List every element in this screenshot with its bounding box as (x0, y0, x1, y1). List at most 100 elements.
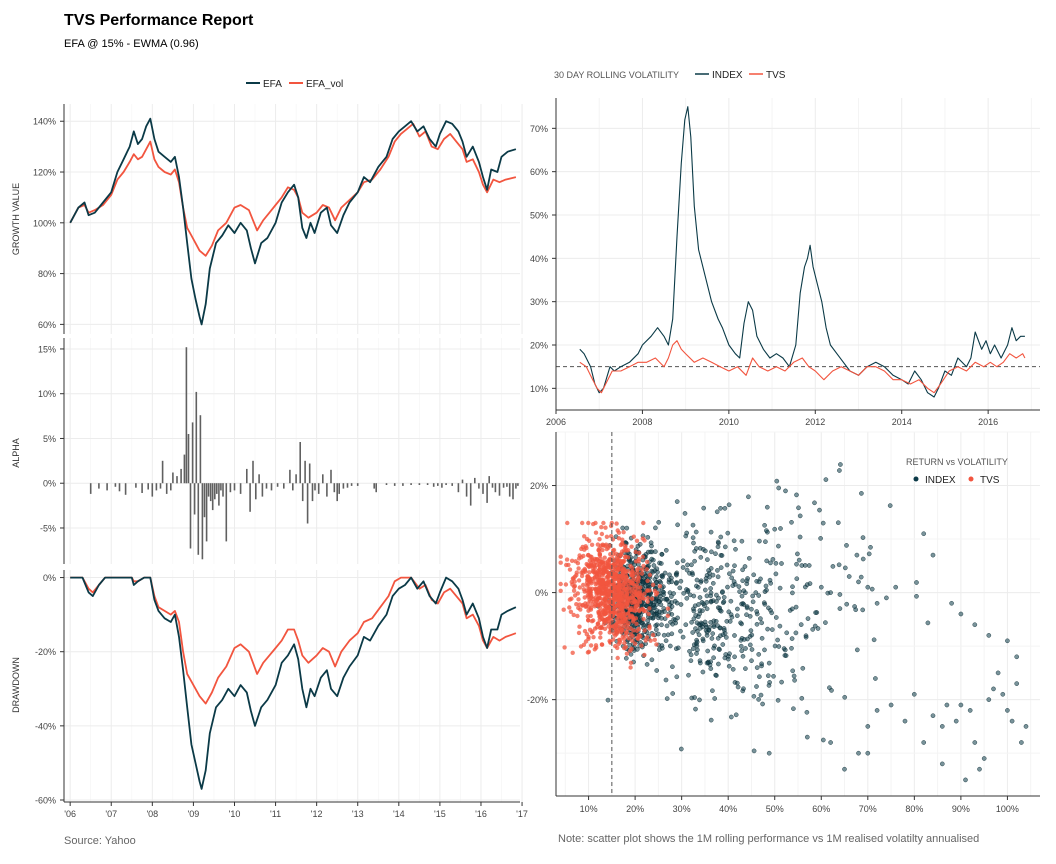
scatter-point-index (692, 558, 697, 564)
scatter-point-index (728, 598, 734, 604)
scatter-point-index (740, 653, 746, 659)
alpha-bar (333, 483, 336, 493)
scatter-point-tvs (612, 623, 617, 628)
scatter-point-index (830, 564, 836, 569)
alpha-bar (199, 415, 202, 484)
scatter-point-index (773, 560, 779, 566)
scatter-point-index (653, 623, 659, 628)
scatter-point-index (818, 536, 823, 541)
scatter-point-index (757, 674, 762, 680)
scatter-point-tvs (607, 556, 612, 562)
scatter-point-index (720, 590, 725, 595)
scatter-point-tvs (637, 550, 642, 556)
scatter-point-tvs (558, 554, 563, 559)
scatter-point-tvs (572, 579, 577, 584)
scatter-point-tvs (624, 633, 629, 638)
scatter-point-index (869, 586, 875, 592)
scatter-point-index (812, 500, 817, 506)
scatter-point-index (818, 584, 824, 590)
scatter-point-index (732, 633, 737, 638)
scatter-point-index (972, 622, 978, 628)
alpha-bar (229, 483, 232, 493)
scatter-point-index (958, 611, 964, 617)
scatter-point-index (740, 578, 746, 584)
scatter-point-index (708, 666, 714, 671)
scatter-point-tvs (603, 525, 608, 530)
scatter-point-index (868, 544, 873, 550)
scatter-point-index (729, 614, 735, 620)
scatter-point-tvs (615, 629, 620, 634)
scatter-point-index (688, 658, 694, 664)
scatter-point-tvs (567, 597, 573, 602)
scatter-point-tvs (602, 555, 607, 560)
scatter-point-index (713, 618, 719, 624)
scatter-legend-tvs-label: TVS (980, 475, 1000, 486)
scatter-point-index (698, 579, 704, 585)
scatter-point-index (730, 583, 736, 588)
scatter-point-tvs (618, 607, 623, 612)
scatter-point-tvs (581, 582, 586, 588)
alpha-bar (124, 483, 127, 495)
rolling-vol-y-tick-label: 50% (530, 211, 548, 221)
scatter-point-tvs (640, 593, 645, 598)
scatter-point-index (708, 586, 713, 591)
scatter-point-index (768, 580, 774, 586)
scatter-point-tvs (564, 557, 570, 562)
scatter-point-index (678, 628, 683, 634)
scatter-point-index (853, 607, 859, 613)
alpha-bar (478, 483, 480, 489)
scatter-point-index (656, 519, 662, 525)
scatter-panel: -20% 0% 20% 10% 20% 30% 40% 50% 60% 70% 80% 90% 100… (527, 430, 1040, 814)
scatter-point-index (856, 579, 861, 585)
scatter-point-tvs (610, 613, 615, 619)
scatter-point-index (773, 571, 779, 577)
scatter-point-tvs (596, 590, 601, 595)
scatter-point-tvs (647, 572, 653, 578)
alpha-bar (457, 483, 460, 493)
alpha-bar (482, 483, 484, 494)
scatter-point-index (914, 593, 919, 599)
scatter-point-tvs (585, 553, 591, 558)
scatter-point-tvs (634, 567, 640, 572)
scatter-point-index (717, 647, 722, 652)
scatter-point-tvs (652, 637, 657, 642)
scatter-point-index (663, 547, 669, 553)
scatter-point-tvs (576, 566, 581, 571)
scatter-point-tvs (639, 571, 645, 576)
scatter-point-index (684, 595, 690, 601)
alpha-bar (502, 483, 505, 488)
alpha-bar (289, 469, 291, 484)
rolling-vol-x-tick-label: 2008 (632, 417, 652, 427)
alpha-bar (461, 479, 464, 484)
rolling-vol-legend-index-label: INDEX (712, 70, 743, 81)
scatter-point-index (704, 599, 710, 605)
scatter-point-index (681, 590, 687, 596)
scatter-point-index (716, 661, 721, 667)
scatter-point-index (680, 565, 686, 570)
alpha-bar (239, 483, 242, 494)
scatter-point-tvs (585, 650, 591, 655)
scatter-point-index (865, 584, 871, 590)
scatter-point-index (765, 673, 771, 679)
scatter-point-index (735, 606, 740, 612)
scatter-point-index (977, 766, 982, 772)
scatter-point-tvs (569, 558, 575, 563)
scatter-point-index (691, 616, 697, 622)
alpha-bar (441, 483, 443, 488)
scatter-point-tvs (647, 606, 652, 611)
scatter-point-index (690, 646, 696, 651)
scatter-point-index (660, 574, 665, 580)
scatter-point-index (799, 563, 805, 568)
scatter-point-index (654, 668, 660, 673)
scatter-point-index (649, 568, 655, 574)
scatter-point-tvs (573, 559, 578, 564)
alpha-bar (330, 469, 332, 484)
rolling-vol-y-tick-label: 70% (530, 124, 548, 134)
scatter-point-tvs (650, 582, 656, 587)
scatter-point-index (837, 468, 842, 473)
scatter-point-index (749, 632, 755, 638)
scatter-point-tvs (604, 534, 610, 539)
scatter-point-index (689, 619, 694, 625)
scatter-point-tvs (618, 630, 624, 635)
drawdown-series-efa-vol (70, 576, 517, 705)
